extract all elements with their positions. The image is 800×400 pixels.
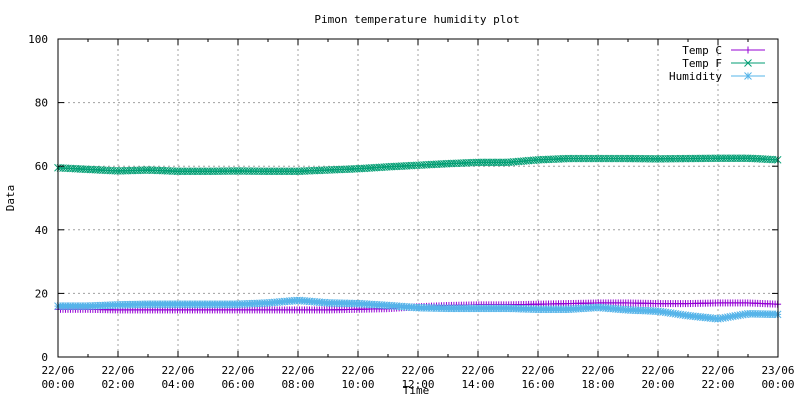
series-layer bbox=[54, 154, 782, 323]
legend-label: Temp F bbox=[682, 57, 722, 70]
ticks: 02040608010022/0600:0022/0602:0022/0604:… bbox=[28, 33, 794, 391]
x-tick-label-time: 22:00 bbox=[701, 378, 734, 391]
x-tick-label-date: 22/06 bbox=[161, 364, 194, 377]
x-tick-label-date: 23/06 bbox=[761, 364, 794, 377]
x-axis-label: Time bbox=[403, 384, 430, 397]
x-tick-label-time: 08:00 bbox=[281, 378, 314, 391]
x-tick-label-time: 04:00 bbox=[161, 378, 194, 391]
x-tick-label-date: 22/06 bbox=[401, 364, 434, 377]
x-tick-label-time: 20:00 bbox=[641, 378, 674, 391]
legend-swatch-marker bbox=[744, 46, 752, 54]
data-point bbox=[771, 155, 779, 164]
y-tick-label: 0 bbox=[41, 351, 48, 364]
x-tick-label-date: 22/06 bbox=[701, 364, 734, 377]
x-tick-label-time: 18:00 bbox=[581, 378, 614, 391]
x-tick-label-date: 22/06 bbox=[521, 364, 554, 377]
chart-title: Pimon temperature humidity plot bbox=[314, 13, 519, 26]
legend-swatch-marker bbox=[744, 59, 752, 67]
x-tick-label-time: 00:00 bbox=[41, 378, 74, 391]
x-tick-label-time: 06:00 bbox=[221, 378, 254, 391]
y-tick-label: 60 bbox=[35, 160, 48, 173]
series-temp-f bbox=[54, 154, 782, 176]
x-tick-label-date: 22/06 bbox=[101, 364, 134, 377]
x-tick-label-date: 22/06 bbox=[41, 364, 74, 377]
legend-swatch-marker bbox=[744, 72, 752, 80]
x-tick-label-date: 22/06 bbox=[581, 364, 614, 377]
x-tick-label-date: 22/06 bbox=[641, 364, 674, 377]
legend-label: Humidity bbox=[669, 70, 722, 83]
y-tick-label: 80 bbox=[35, 97, 48, 110]
x-tick-label-time: 14:00 bbox=[461, 378, 494, 391]
x-tick-label-time: 16:00 bbox=[521, 378, 554, 391]
x-tick-label-date: 22/06 bbox=[221, 364, 254, 377]
y-tick-label: 100 bbox=[28, 33, 48, 46]
y-tick-label: 40 bbox=[35, 224, 48, 237]
x-tick-label-time: 12:00 bbox=[401, 378, 434, 391]
y-tick-label: 20 bbox=[35, 287, 48, 300]
x-tick-label-time: 02:00 bbox=[101, 378, 134, 391]
x-tick-label-time: 10:00 bbox=[341, 378, 374, 391]
x-tick-label-date: 22/06 bbox=[461, 364, 494, 377]
x-tick-label-date: 22/06 bbox=[341, 364, 374, 377]
x-tick-label-date: 22/06 bbox=[281, 364, 314, 377]
x-tick-label-time: 00:00 bbox=[761, 378, 794, 391]
y-axis-label: Data bbox=[4, 185, 17, 212]
legend-label: Temp C bbox=[682, 44, 722, 57]
